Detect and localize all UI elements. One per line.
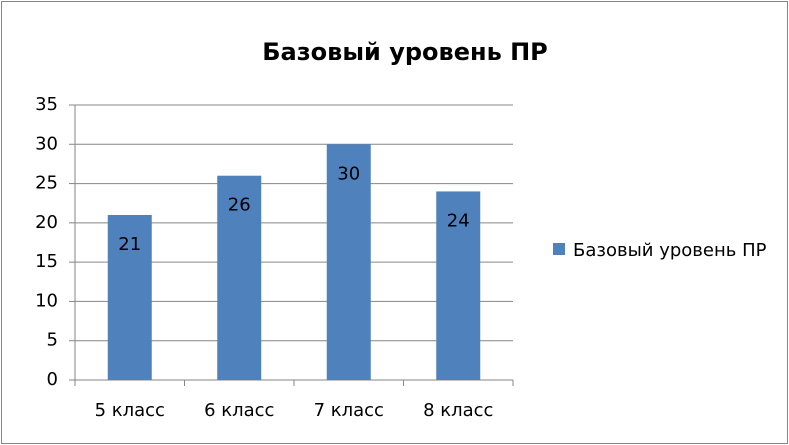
legend: Базовый уровень ПР xyxy=(553,232,783,269)
legend-swatch xyxy=(553,243,565,255)
data-label: 21 xyxy=(118,234,141,255)
y-tick-label: 5 xyxy=(47,330,58,351)
y-tick-label: 20 xyxy=(35,212,58,233)
y-tick-label: 25 xyxy=(35,173,58,194)
bar xyxy=(326,144,371,380)
chart-title: Базовый уровень ПР xyxy=(262,38,548,66)
data-label: 30 xyxy=(337,163,360,184)
x-tick-label: 8 класс xyxy=(423,400,493,421)
x-tick-label: 6 класс xyxy=(204,400,274,421)
bar xyxy=(217,175,262,380)
data-label: 26 xyxy=(228,195,251,216)
data-label: 24 xyxy=(447,210,470,231)
bar xyxy=(436,191,481,380)
legend-label: Базовый уровень ПР xyxy=(573,240,767,261)
x-tick-label: 5 класс xyxy=(95,400,165,421)
y-tick-label: 10 xyxy=(35,290,58,311)
y-tick-label: 35 xyxy=(35,94,58,115)
y-tick-label: 0 xyxy=(47,369,58,390)
y-tick-label: 15 xyxy=(35,251,58,272)
bar xyxy=(107,215,152,380)
x-tick-label: 7 класс xyxy=(314,400,384,421)
y-tick-label: 30 xyxy=(35,133,58,154)
